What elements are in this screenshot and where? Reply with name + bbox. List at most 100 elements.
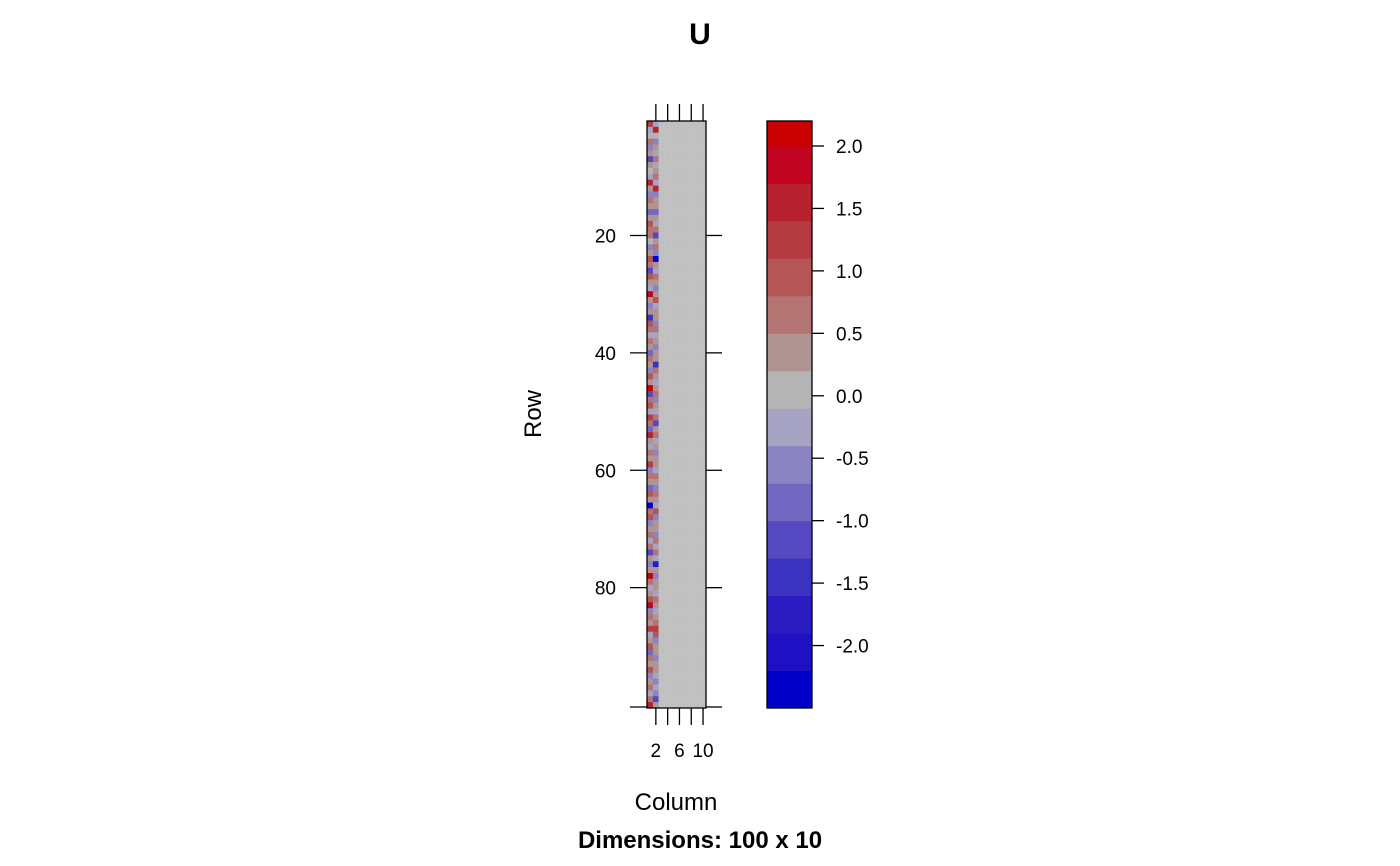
matrix-cell	[647, 496, 654, 503]
matrix-cell	[670, 531, 677, 539]
matrix-cell	[670, 484, 677, 492]
matrix-cell	[658, 390, 666, 398]
matrix-cell	[647, 285, 654, 292]
matrix-cell	[658, 437, 666, 445]
matrix-cell	[658, 561, 666, 568]
matrix-cell	[682, 208, 689, 216]
matrix-cell	[658, 150, 666, 157]
matrix-cell	[688, 613, 695, 621]
matrix-cell	[670, 379, 677, 386]
matrix-cell	[682, 619, 689, 627]
matrix-cell	[647, 684, 654, 691]
matrix-cell	[676, 572, 683, 580]
matrix-cell	[647, 138, 654, 145]
matrix-cell	[664, 338, 672, 345]
matrix-cell	[688, 455, 695, 462]
matrix-cell	[682, 649, 689, 656]
matrix-cell	[670, 549, 677, 556]
matrix-cell	[664, 690, 672, 697]
matrix-cell	[694, 666, 701, 674]
matrix-cell	[694, 302, 701, 310]
matrix-cell	[664, 167, 672, 175]
matrix-cell	[658, 613, 666, 621]
matrix-cell	[670, 572, 677, 580]
matrix-cell	[688, 179, 695, 187]
matrix-cell	[694, 566, 701, 574]
matrix-cell	[652, 637, 660, 644]
matrix-cell	[670, 367, 677, 374]
matrix-cell	[682, 478, 689, 486]
matrix-cell	[682, 244, 689, 251]
matrix-cell	[682, 161, 689, 169]
matrix-cell	[647, 302, 654, 310]
matrix-cell	[647, 273, 654, 280]
matrix-cell	[688, 361, 695, 368]
matrix-cell	[652, 267, 660, 274]
colorbar-level	[767, 220, 812, 259]
matrix-cell	[664, 549, 672, 556]
matrix-cell	[682, 537, 689, 545]
matrix-cell	[694, 161, 701, 169]
matrix-cell	[688, 355, 695, 363]
matrix-cell	[676, 478, 683, 486]
matrix-cell	[688, 672, 695, 680]
colorbar-level	[767, 145, 812, 184]
matrix-cell	[652, 308, 660, 316]
matrix-cell	[694, 643, 701, 650]
matrix-cell	[647, 531, 654, 539]
matrix-cell	[694, 402, 701, 410]
x-tick-label: 2	[651, 741, 662, 762]
matrix-cell	[676, 561, 683, 568]
matrix-cell	[670, 625, 677, 633]
matrix-cell	[647, 455, 654, 462]
matrix-cell	[682, 367, 689, 374]
matrix-cell	[664, 467, 672, 474]
matrix-cell	[694, 173, 701, 181]
matrix-cell	[688, 537, 695, 545]
matrix-cell	[694, 655, 701, 662]
matrix-cell	[664, 461, 672, 468]
matrix-cell	[647, 614, 654, 621]
matrix-cell	[664, 273, 672, 280]
matrix-cell	[688, 214, 695, 222]
matrix-cell	[658, 690, 666, 697]
matrix-cell	[688, 490, 695, 498]
matrix-cell	[670, 150, 677, 157]
matrix-cell	[647, 702, 654, 709]
matrix-cell	[688, 561, 695, 568]
matrix-cell	[647, 332, 654, 339]
matrix-cell	[658, 578, 666, 586]
matrix-cell	[694, 355, 701, 363]
matrix-cell	[664, 531, 672, 539]
matrix-cell	[652, 684, 660, 691]
matrix-cell	[688, 596, 695, 603]
matrix-cell	[670, 349, 677, 357]
matrix-cell	[688, 426, 695, 433]
matrix-cell	[682, 520, 689, 527]
matrix-cell	[694, 349, 701, 357]
matrix-cell	[670, 208, 677, 216]
matrix-cell	[670, 332, 677, 339]
matrix-cell	[688, 508, 695, 515]
matrix-cell	[670, 249, 677, 257]
matrix-cell	[676, 690, 683, 697]
matrix-cell	[664, 496, 672, 503]
matrix-cell	[664, 490, 672, 498]
matrix-cell	[652, 203, 660, 210]
matrix-cell	[688, 467, 695, 474]
matrix-cell	[647, 349, 654, 357]
matrix-cell	[670, 267, 677, 275]
matrix-cell	[652, 561, 660, 568]
matrix-cell	[647, 526, 654, 533]
matrix-cell	[652, 179, 660, 186]
matrix-cell	[664, 185, 672, 192]
matrix-cell	[670, 508, 677, 515]
matrix-cell	[682, 185, 689, 192]
matrix-cell	[682, 543, 689, 550]
matrix-cell	[694, 379, 701, 386]
matrix-cell	[676, 390, 683, 398]
matrix-cell	[682, 402, 689, 410]
matrix-cell	[670, 291, 677, 298]
matrix-cell	[652, 537, 660, 544]
matrix-cell	[670, 214, 677, 222]
